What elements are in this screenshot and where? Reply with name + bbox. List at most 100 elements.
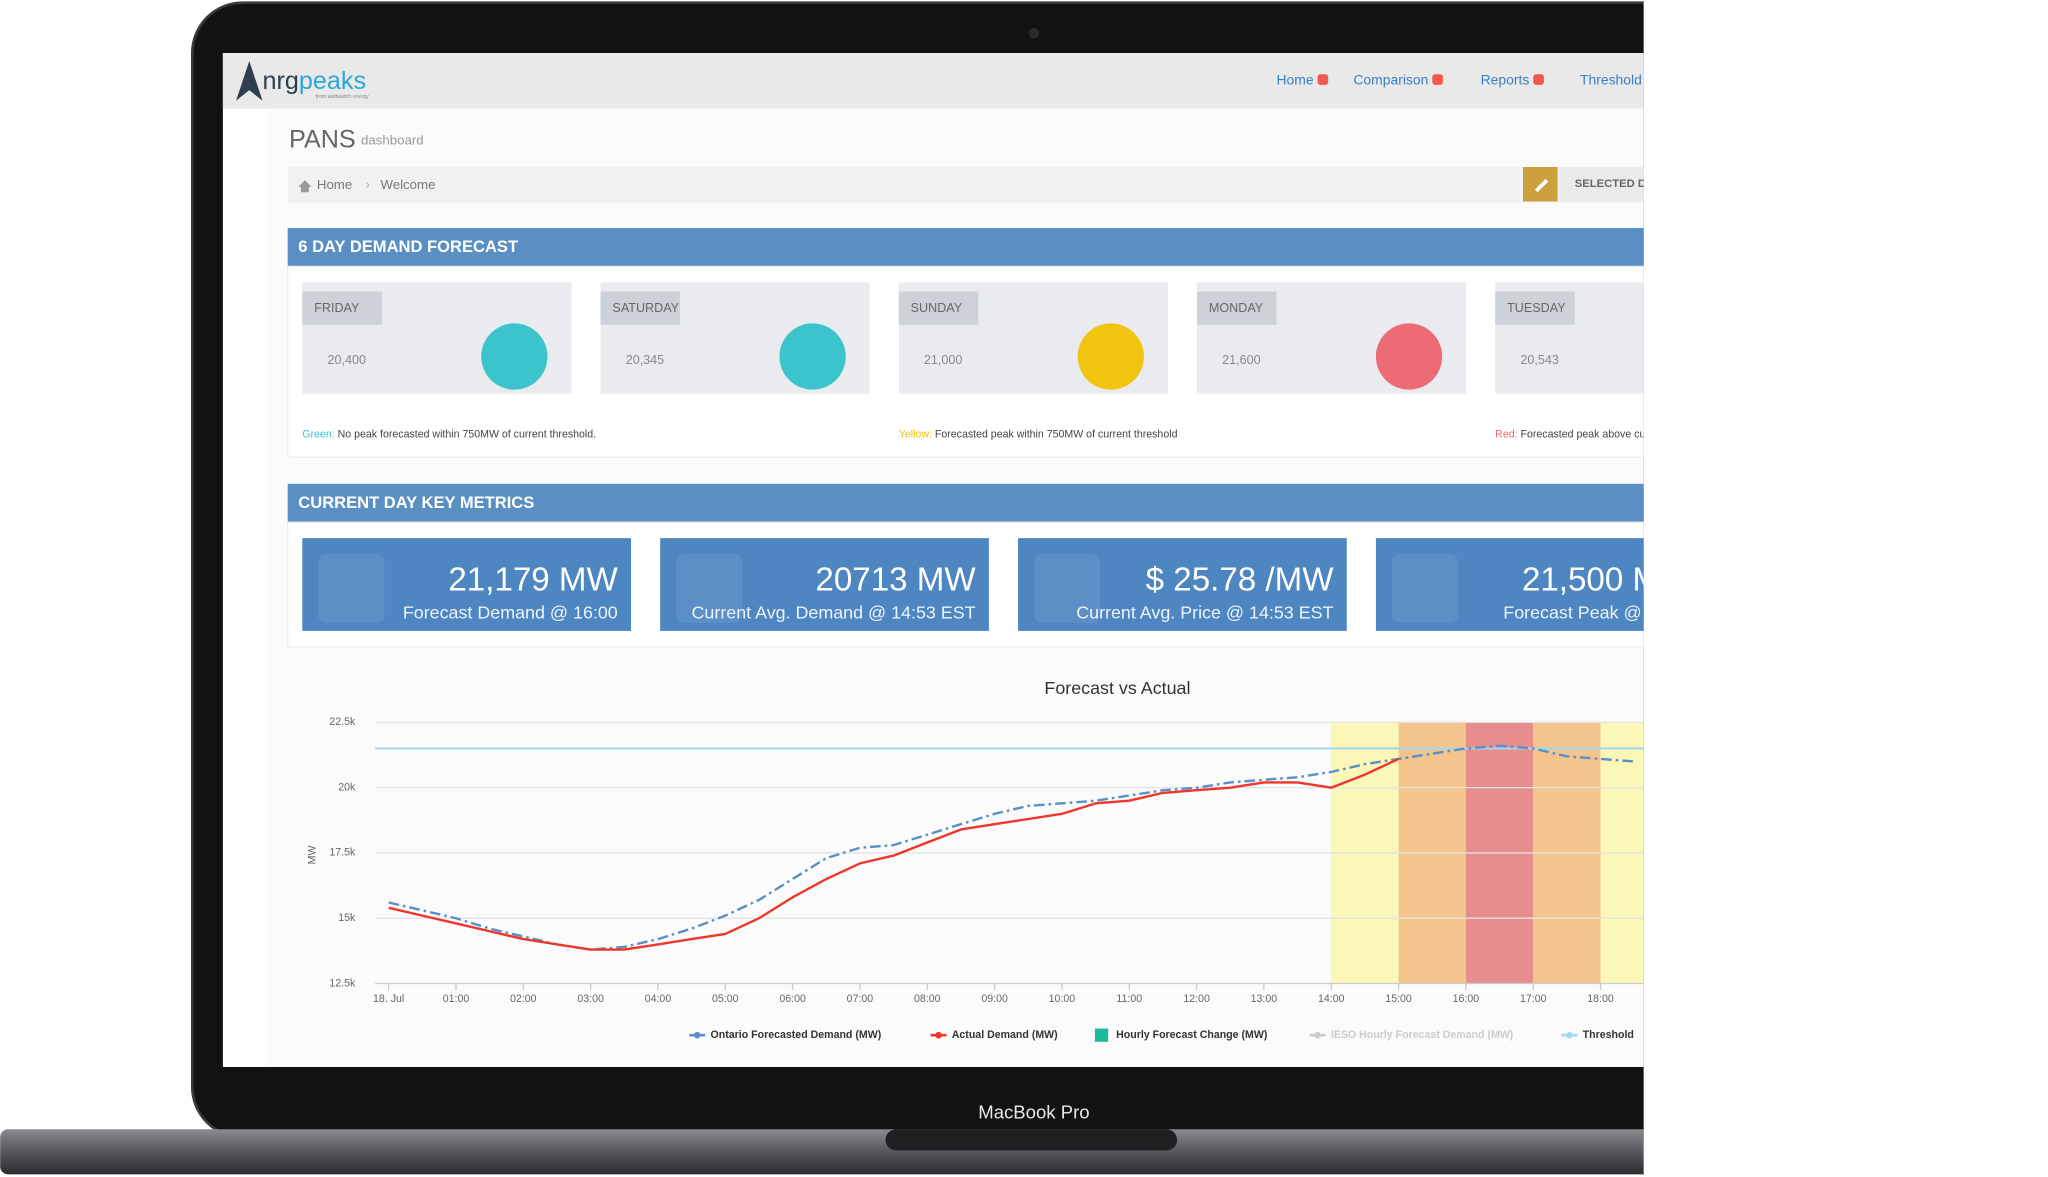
metric-value: 20713 MW (815, 562, 976, 599)
x-tick-label: 03:00 (577, 993, 604, 1005)
pin-icon (1534, 178, 1549, 193)
selected-button[interactable] (1557, 167, 1663, 202)
breadcrumb[interactable]: Welcome (380, 177, 435, 192)
title: PANS (289, 125, 356, 153)
day-tag (898, 291, 979, 325)
x-tick-label: 16:00 (1453, 993, 1480, 1005)
plot-area (375, 721, 1644, 984)
breadcrumb-bar (287, 167, 1644, 203)
logo-part: peaks (299, 67, 366, 95)
metric-label: Current Avg. Demand @ 14:53 EST (692, 602, 976, 622)
laptop-base (0, 1129, 1644, 1175)
metric-card (1018, 538, 1347, 631)
breadcrumb[interactable]: Home (317, 177, 352, 192)
legend-label[interactable]: Actual Demand (MW) (952, 1029, 1058, 1041)
y-axis-label: MW (307, 846, 319, 865)
metric-card (660, 538, 989, 631)
y-tick-label: 12.5k (329, 977, 356, 989)
x-tick-label: 11:00 (1116, 993, 1142, 1005)
metric-value: 21,179 MW (448, 562, 618, 599)
base-notch (885, 1129, 1178, 1151)
day-tag (1196, 291, 1277, 325)
metric-value: $ 25.78 /MW (1146, 562, 1335, 599)
x-tick-label: 01:00 (443, 993, 470, 1005)
metric-card (1375, 538, 1644, 631)
section-header (287, 483, 1644, 523)
x-tick-label: 17:00 (1520, 993, 1547, 1005)
x-tick-label: 18:00 (1587, 993, 1614, 1005)
screen: nrgpeaks from wattwatch energy PANS dashb… (222, 53, 1714, 1067)
top-bar (222, 53, 1644, 109)
metric-value: 21,500 MW (1522, 562, 1692, 599)
legend-note: Red: Forecasted peak above current thres… (1495, 429, 1714, 441)
metric-label: Current Avg. Price @ 14:53 EST (1076, 602, 1333, 622)
legend-note: Yellow: Forecasted peak within 750MW of … (899, 429, 1178, 441)
breadcrumb-sep: › (366, 178, 370, 192)
x-tick-label: 09:00 (981, 993, 1008, 1005)
metric-bg-icon (318, 554, 385, 623)
camera (1028, 27, 1040, 39)
x-tick-label: 12:00 (1183, 993, 1210, 1005)
section-header (287, 227, 1644, 267)
x-tick-label: 15:00 (1385, 993, 1412, 1005)
x-tick-label: 08:00 (914, 993, 941, 1005)
status-dot (1375, 323, 1443, 390)
y-tick-label: 17.5k (329, 847, 356, 859)
status-dot (779, 323, 846, 390)
x-tick-label: 06:00 (779, 993, 806, 1005)
legend-marker (693, 1031, 701, 1039)
section-title: 6 DAY DEMAND FORECAST (298, 237, 518, 256)
note-label: Yellow: (899, 429, 932, 441)
day-name: SUNDAY (911, 301, 963, 315)
legend-label[interactable]: Hourly Forecast Change (MW) (1116, 1029, 1267, 1041)
legend-marker (1566, 1031, 1573, 1039)
day-name: SATURDAY (612, 301, 679, 315)
metric-label: Forecast Demand @ 16:00 (403, 602, 618, 622)
y-tick-label: 22.5k (329, 716, 356, 728)
home-icon (298, 180, 312, 193)
day-tag (1495, 291, 1575, 325)
x-tick-label: 04:00 (645, 993, 672, 1005)
device-label: MacBook Pro (978, 1101, 1089, 1122)
legend-label[interactable]: Ontario Forecasted Demand (MW) (711, 1029, 882, 1041)
nav-link[interactable]: Home (1276, 72, 1313, 88)
status-dot (481, 323, 548, 390)
day-tag (302, 291, 382, 325)
x-tick-label: 10:00 (1049, 993, 1076, 1005)
metric-card (302, 538, 632, 631)
day-name: FRIDAY (314, 301, 360, 315)
logo: nrgpeaks (263, 67, 367, 95)
y-tick-label: 15k (338, 912, 356, 924)
nav-link[interactable]: Comparison (1353, 72, 1428, 88)
logo-part: nrg (263, 67, 299, 95)
metric-bg-icon (1391, 554, 1459, 623)
day-value: 20,400 (327, 353, 365, 367)
x-tick-label: 02:00 (510, 993, 537, 1005)
day-value: 21,600 (1222, 353, 1260, 367)
nav-icon (1317, 74, 1329, 85)
nav-link[interactable]: Reports (1481, 72, 1530, 88)
day-name: TUESDAY (1507, 301, 1566, 315)
legend-note: Green: No peak forecasted within 750MW o… (302, 429, 596, 441)
metric-bg-icon (676, 554, 743, 623)
legend-marker (1314, 1031, 1321, 1039)
legend-swatch (1094, 1028, 1109, 1042)
note-text: Forecasted peak above current threshold (1518, 429, 1714, 441)
legend-marker (935, 1031, 942, 1039)
selected-button-label[interactable]: SELECTED DAY (1575, 178, 1661, 190)
tagline: from wattwatch energy (316, 94, 370, 100)
x-tick-label: 18. Jul (373, 993, 404, 1005)
x-tick-label: 05:00 (712, 993, 739, 1005)
nav-icon (1533, 74, 1544, 85)
nav-icon (1432, 74, 1443, 85)
chart-title: Forecast vs Actual (1044, 678, 1190, 698)
legend-label[interactable]: Threshold (1583, 1029, 1634, 1041)
x-tick-label: 14:00 (1318, 993, 1345, 1005)
series-line (388, 757, 1400, 951)
legend-label[interactable]: IESO Hourly Forecast Demand (MW) (1331, 1029, 1513, 1041)
nav-link[interactable]: Threshold (1580, 72, 1642, 88)
day-name: MONDAY (1209, 301, 1264, 315)
x-tick-label: 07:00 (847, 993, 874, 1005)
